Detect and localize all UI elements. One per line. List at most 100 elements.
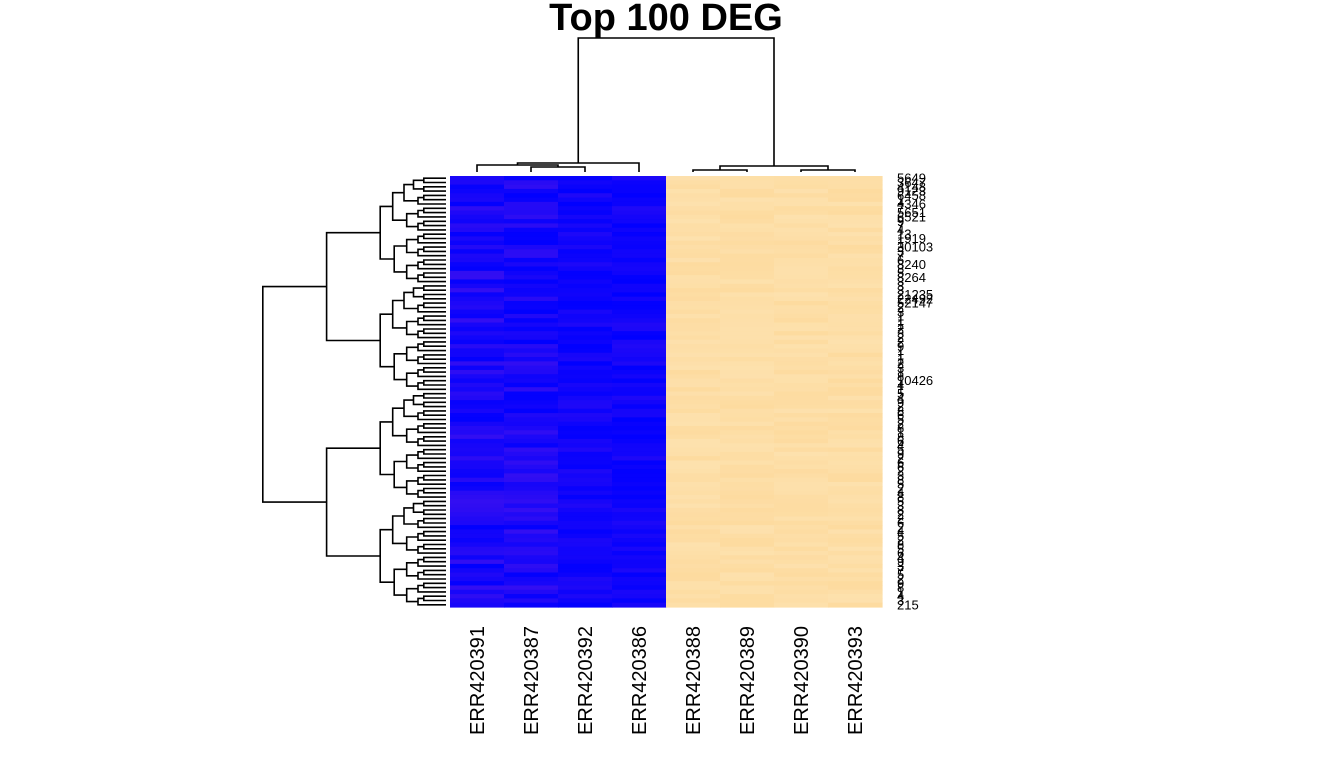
dendrogram-branch bbox=[412, 502, 424, 513]
heatmap-cell bbox=[828, 434, 883, 440]
heatmap-cell bbox=[450, 589, 505, 595]
heatmap-cell bbox=[828, 335, 883, 341]
heatmap-cell bbox=[828, 447, 883, 453]
heatmap-cell bbox=[720, 223, 775, 229]
heatmap-cell bbox=[612, 460, 667, 466]
heatmap-cell bbox=[666, 546, 721, 552]
heatmap-cell bbox=[774, 490, 829, 496]
row-label: 8264 bbox=[897, 270, 926, 285]
heatmap-cell bbox=[450, 602, 505, 608]
heatmap-cell bbox=[774, 313, 829, 319]
heatmap-cell bbox=[666, 438, 721, 444]
heatmap-cell bbox=[558, 494, 613, 500]
heatmap-cell bbox=[828, 223, 883, 229]
heatmap-cell bbox=[666, 516, 721, 522]
heatmap-cell bbox=[504, 594, 559, 599]
heatmap-cell bbox=[612, 300, 667, 306]
heatmap-cell bbox=[450, 369, 505, 375]
heatmap-cell bbox=[450, 257, 505, 263]
heatmap-cell bbox=[612, 374, 667, 380]
heatmap-cell bbox=[774, 408, 829, 414]
heatmap-cell bbox=[774, 365, 829, 371]
heatmap-cell bbox=[666, 559, 721, 565]
heatmap-cell bbox=[558, 559, 613, 565]
heatmap-cell bbox=[558, 542, 613, 548]
heatmap-cell bbox=[504, 275, 559, 281]
heatmap-cell bbox=[774, 382, 829, 388]
heatmap-cell bbox=[450, 469, 505, 474]
heatmap-cell bbox=[504, 292, 559, 298]
row-label: 52147 bbox=[897, 296, 933, 311]
heatmap-cell bbox=[504, 494, 559, 500]
heatmap-cell bbox=[828, 451, 883, 457]
heatmap-cell bbox=[828, 369, 883, 375]
heatmap-cell bbox=[666, 348, 721, 354]
row-label: 3 bbox=[897, 304, 904, 319]
heatmap-cell bbox=[828, 503, 883, 509]
row-label: 1 bbox=[897, 309, 904, 324]
heatmap-cell bbox=[720, 486, 775, 492]
row-label: 5 bbox=[897, 494, 904, 509]
heatmap-cell bbox=[612, 335, 667, 341]
heatmap-cell bbox=[774, 469, 829, 474]
heatmap-cell bbox=[774, 270, 829, 276]
heatmap-cell bbox=[558, 430, 613, 436]
heatmap-cell bbox=[558, 305, 613, 311]
heatmap-cell bbox=[450, 460, 505, 466]
row-label: 9123 bbox=[897, 184, 926, 199]
heatmap-cell bbox=[450, 344, 505, 349]
heatmap-cell bbox=[828, 464, 883, 470]
heatmap-cell bbox=[666, 206, 721, 212]
heatmap-cell bbox=[450, 434, 505, 440]
heatmap-cell bbox=[828, 305, 883, 311]
heatmap-cell bbox=[720, 430, 775, 436]
heatmap-cell bbox=[720, 331, 775, 337]
row-label: 3 bbox=[897, 498, 904, 513]
heatmap-cell bbox=[720, 460, 775, 466]
heatmap-cell bbox=[828, 602, 883, 608]
heatmap-cell bbox=[450, 456, 505, 462]
heatmap-cell bbox=[720, 533, 775, 539]
heatmap-cell bbox=[666, 499, 721, 505]
heatmap-cell bbox=[450, 576, 505, 582]
heatmap-cell bbox=[504, 227, 559, 233]
column-label: ERR420388 bbox=[683, 626, 705, 735]
heatmap-cell bbox=[450, 568, 505, 574]
dendrogram-branch bbox=[417, 330, 446, 339]
heatmap-cell bbox=[666, 443, 721, 449]
heatmap-cell bbox=[828, 236, 883, 242]
heatmap-cell bbox=[558, 348, 613, 354]
heatmap-cell bbox=[774, 404, 829, 410]
row-label: 4346 bbox=[897, 197, 926, 212]
heatmap-cell bbox=[558, 589, 613, 595]
heatmap-cell bbox=[774, 249, 829, 255]
heatmap-cell bbox=[612, 494, 667, 500]
heatmap-cell bbox=[828, 555, 883, 561]
heatmap-cell bbox=[828, 348, 883, 354]
row-label: 2 bbox=[897, 451, 904, 466]
heatmap-cell bbox=[612, 503, 667, 509]
dendrogram-branch bbox=[412, 179, 424, 190]
heatmap-cell bbox=[612, 404, 667, 410]
heatmap-cell bbox=[558, 236, 613, 242]
heatmap-cell bbox=[828, 559, 883, 565]
heatmap-cell bbox=[774, 188, 829, 194]
heatmap-cell bbox=[774, 464, 829, 470]
heatmap-cell bbox=[828, 460, 883, 466]
heatmap-cell bbox=[504, 387, 559, 393]
heatmap-cell bbox=[666, 602, 721, 608]
heatmap-cell bbox=[612, 559, 667, 565]
row-label: 2 bbox=[897, 356, 904, 371]
dendrogram-branch bbox=[403, 399, 418, 418]
heatmap-cell bbox=[450, 507, 505, 513]
heatmap-cell bbox=[450, 305, 505, 311]
row-label: 6 bbox=[897, 455, 904, 470]
heatmap-cell bbox=[558, 275, 613, 281]
heatmap-cell bbox=[666, 576, 721, 582]
heatmap-cell bbox=[774, 434, 829, 440]
heatmap-cell bbox=[612, 188, 667, 194]
heatmap-cell bbox=[558, 309, 613, 315]
heatmap-cell bbox=[774, 193, 829, 199]
heatmap-cell bbox=[504, 443, 559, 449]
row-label: 2 bbox=[897, 520, 904, 535]
